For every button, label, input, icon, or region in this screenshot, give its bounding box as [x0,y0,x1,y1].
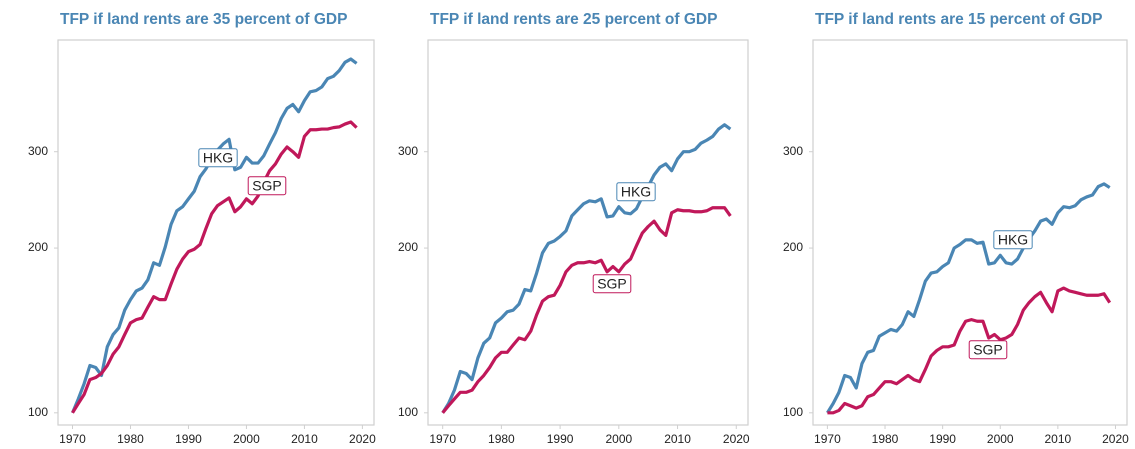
x-tick-label: 1980 [488,432,515,446]
y-tick-label: 100 [28,405,48,419]
series-label-box [968,340,1008,360]
y-tick-label: 200 [28,240,48,254]
series-line [827,286,1112,415]
series-label-box [592,274,632,294]
y-tick-label: 300 [398,144,418,158]
y-tick-label: 100 [398,405,418,419]
plot-frame [427,39,749,426]
y-tick-label: 200 [398,240,418,254]
panel: TFP if land rents are 15 percent of GDP 1… [783,11,1129,446]
plot-frame [812,39,1128,426]
panel-title: TFP if land rents are 15 percent of GDP [815,11,1102,28]
series-label-box [993,230,1033,250]
panel: TFP if land rents are 25 percent of GDP 1… [398,11,750,446]
series-line [71,120,358,414]
y-tick-label: 300 [28,144,48,158]
series-label: HKG [203,150,233,166]
series-label: HKG [621,184,651,200]
x-tick-label: 1980 [872,432,899,446]
series-label: HKG [998,232,1028,248]
x-tick-label: 1970 [814,432,841,446]
x-tick-label: 1980 [117,432,144,446]
x-tick-label: 2020 [349,432,376,446]
series-label: SGP [252,178,282,194]
x-tick-label: 1990 [547,432,574,446]
series-line [826,182,1111,414]
x-tick-label: 1970 [59,432,86,446]
series-label: SGP [597,276,627,292]
series-line [441,206,732,414]
series-line [71,57,358,414]
series-label-box [198,148,238,168]
plot-frame [57,39,375,426]
series-label-box [616,182,656,202]
panel-title: TFP if land rents are 35 percent of GDP [60,11,347,28]
x-tick-label: 2000 [987,432,1014,446]
x-tick-label: 2010 [1045,432,1072,446]
series-label-box [247,176,287,196]
x-tick-label: 2020 [723,432,750,446]
x-tick-label: 2000 [233,432,260,446]
x-tick-label: 1970 [429,432,456,446]
panel-title: TFP if land rents are 25 percent of GDP [430,11,717,28]
series-line [441,123,732,414]
x-tick-label: 2010 [664,432,691,446]
series-label: SGP [973,342,1003,358]
y-tick-label: 200 [783,240,803,254]
x-tick-label: 2020 [1102,432,1129,446]
y-tick-label: 100 [783,405,803,419]
x-tick-label: 1990 [929,432,956,446]
x-tick-label: 1990 [175,432,202,446]
y-tick-label: 300 [783,144,803,158]
x-tick-label: 2010 [291,432,318,446]
x-tick-label: 2000 [605,432,632,446]
panel: TFP if land rents are 35 percent of GDP 1… [28,11,376,446]
